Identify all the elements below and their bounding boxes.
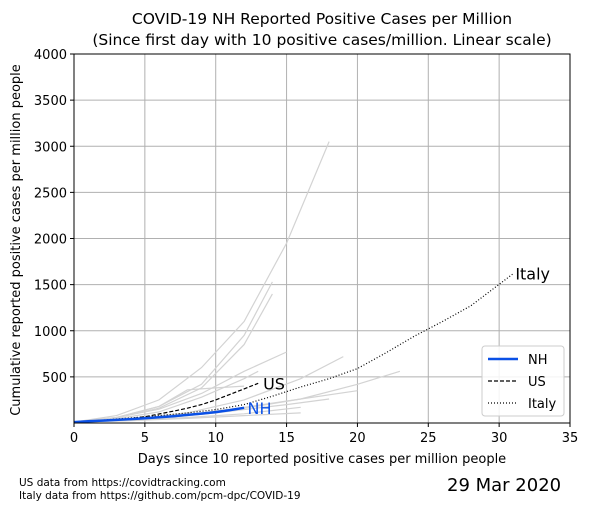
x-tick-label: 5 [141, 431, 149, 446]
y-tick-label: 500 [42, 371, 67, 386]
legend-label-nh: NH [528, 353, 548, 368]
axis-ticks: 0 5 10 15 20 25 30 35 500 1000 1500 2000 2500 3000 350… [34, 48, 578, 446]
legend-label-us: US [528, 375, 546, 390]
y-tick-label: 4000 [34, 48, 67, 63]
highlighted-series-lines [73, 273, 514, 424]
y-tick-label: 1500 [34, 279, 67, 294]
annotation-us: US [263, 374, 285, 393]
legend: NH US Italy [481, 345, 565, 417]
y-tick-label: 1000 [34, 325, 67, 340]
x-tick-label: 15 [278, 431, 295, 446]
gridlines [73, 53, 571, 423]
line-end-annotations: US NH Italy [247, 265, 550, 418]
footnote-italy-source: Italy data from https://github.com/pcm-d… [19, 490, 301, 502]
background-series-line [73, 293, 273, 423]
legend-label-italy: Italy [528, 397, 557, 412]
x-tick-label: 20 [349, 431, 366, 446]
legend-box [481, 345, 565, 417]
background-state-lines [73, 141, 401, 423]
annotation-nh: NH [247, 399, 271, 418]
date-label: 29 Mar 2020 [447, 475, 562, 496]
y-tick-label: 3000 [34, 140, 67, 155]
chart-subtitle: (Since first day with 10 positive cases/… [92, 31, 551, 49]
background-series-line [73, 385, 245, 423]
y-tick-label: 3500 [34, 94, 67, 109]
footnote-us-source: US data from https://covidtracking.com [19, 477, 226, 489]
x-tick-label: 0 [70, 431, 78, 446]
series-line-nh [73, 406, 245, 424]
y-tick-label: 2500 [34, 186, 67, 201]
annotation-italy: Italy [515, 265, 550, 284]
y-axis-label: Cumulative reported positive cases per m… [9, 64, 24, 416]
x-tick-label: 35 [562, 431, 579, 446]
x-tick-label: 30 [491, 431, 508, 446]
x-tick-label: 25 [420, 431, 437, 446]
background-series-line [73, 141, 330, 423]
y-tick-label: 2000 [34, 233, 67, 248]
chart: COVID-19 NH Reported Positive Cases per … [9, 10, 578, 467]
x-axis-label: Days since 10 reported positive cases pe… [138, 452, 506, 467]
x-tick-label: 10 [207, 431, 224, 446]
chart-title: COVID-19 NH Reported Positive Cases per … [132, 10, 512, 28]
